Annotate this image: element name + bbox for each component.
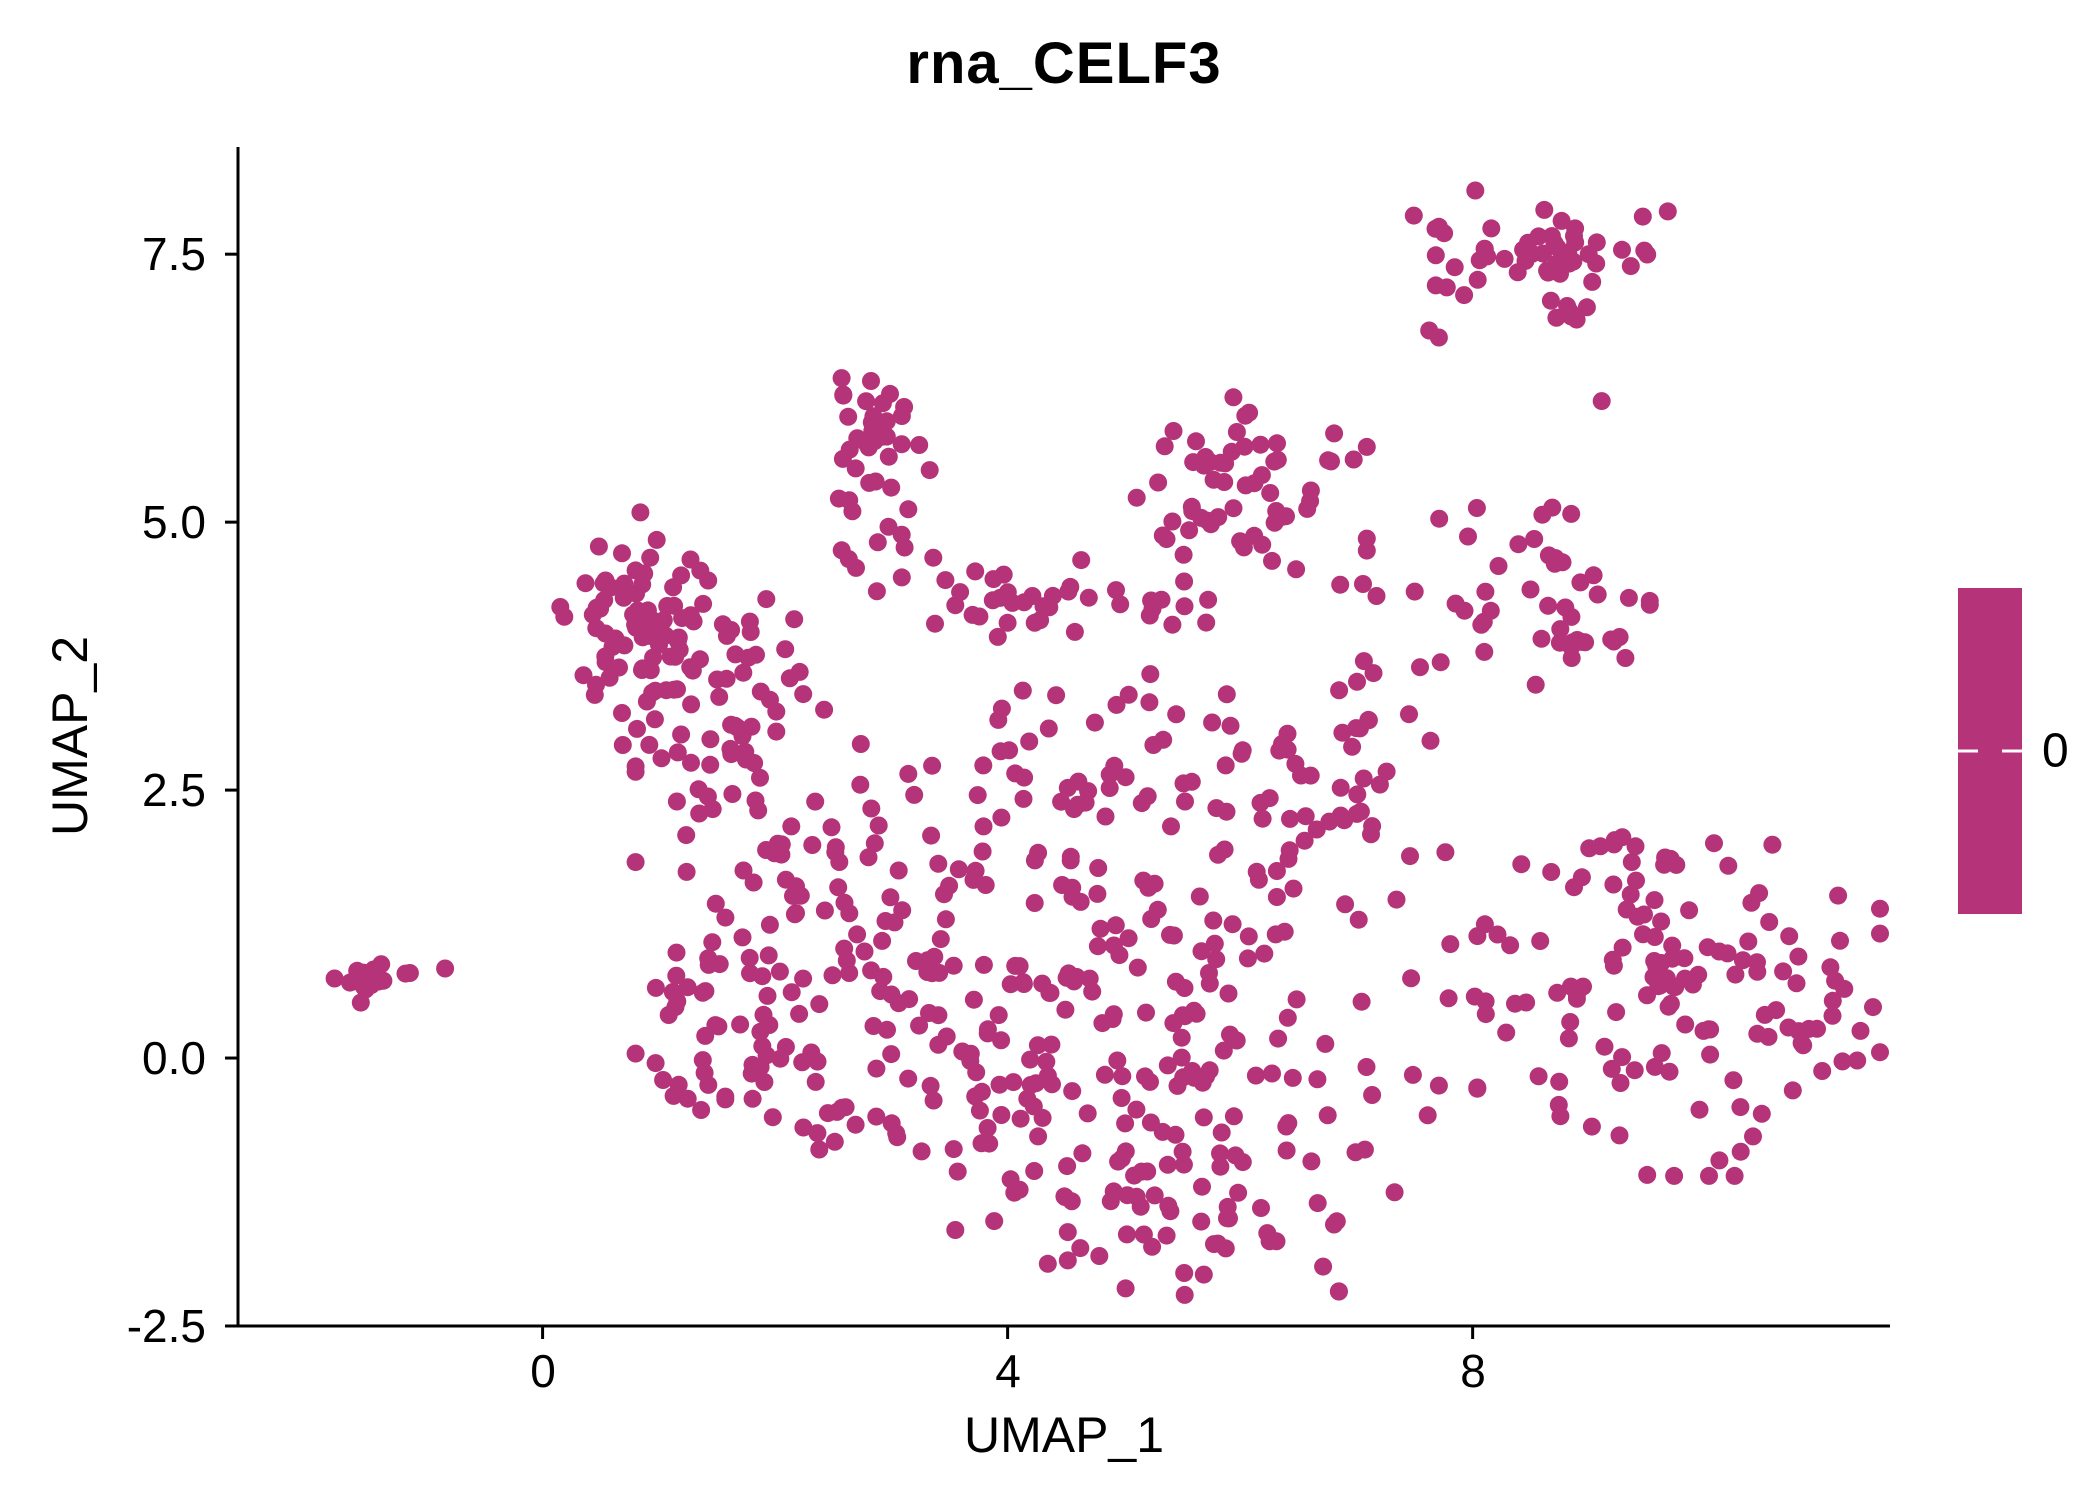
scatter-points [325, 181, 1889, 1304]
y-tick-label: 0.0 [142, 1032, 206, 1084]
y-tick-label: 5.0 [142, 496, 206, 548]
y-tick-label: -2.5 [126, 1300, 206, 1352]
x-tick-label: 8 [1460, 1345, 1486, 1397]
x-axis-label: UMAP_1 [963, 1407, 1165, 1463]
plot-title: rna_CELF3 [906, 31, 1222, 96]
legend-tick-label: 0 [2042, 724, 2069, 778]
axis-lines [225, 147, 1890, 1339]
x-tick-label: 0 [530, 1345, 556, 1397]
x-tick-label: 4 [995, 1345, 1021, 1397]
legend-colorbar [1958, 588, 2022, 914]
y-tick-label: 2.5 [142, 764, 206, 816]
y-tick-label: 7.5 [142, 228, 206, 280]
